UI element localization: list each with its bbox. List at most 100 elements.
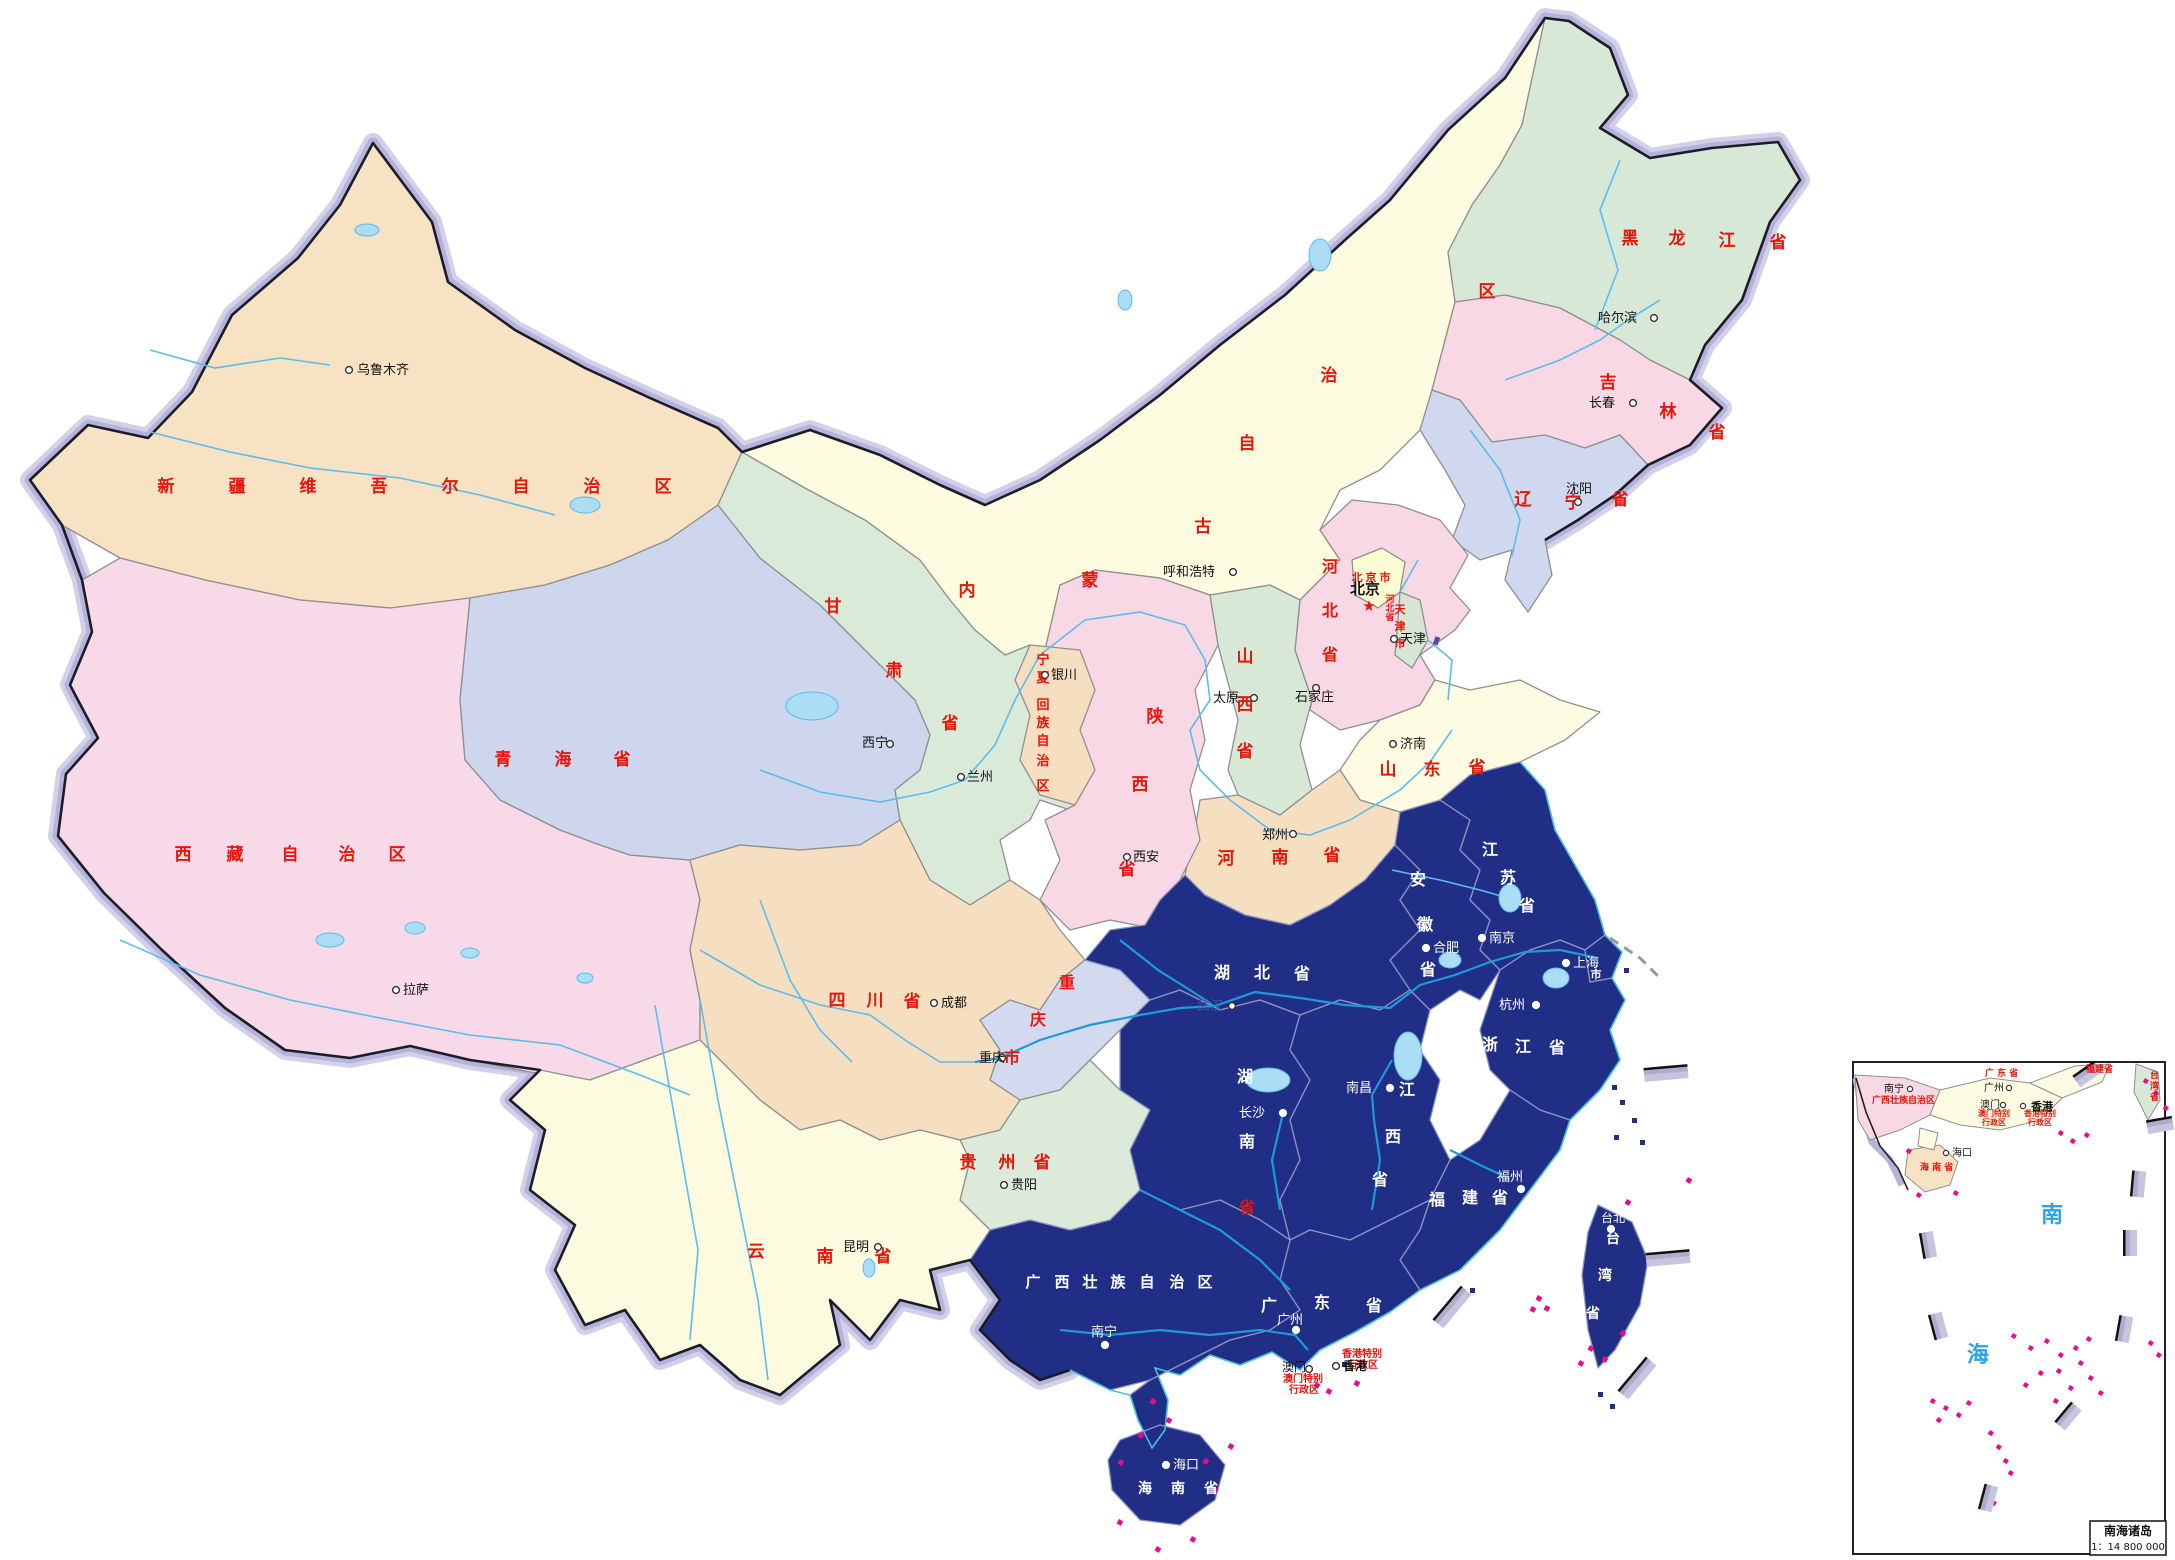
- inset-title: 南海诸岛: [2104, 1523, 2152, 1538]
- city-label-南京[interactable]: 南京: [1489, 930, 1515, 946]
- city-marker: [929, 998, 939, 1008]
- city-label-北京[interactable]: 北京: [1350, 580, 1380, 598]
- province-label-sichuan: 四: [829, 991, 846, 1011]
- city-marker: [1628, 398, 1638, 408]
- city-label-长沙[interactable]: 长沙: [1239, 1106, 1265, 1121]
- inset-city-marker: [1999, 1101, 2007, 1109]
- province-ningxia[interactable]: [1014, 644, 1096, 806]
- city-label-澳门[interactable]: 澳门: [1282, 1359, 1306, 1374]
- province-label-hunan-sheng-red: 省: [1238, 1198, 1255, 1217]
- city-label-杭州[interactable]: 杭州: [1499, 998, 1525, 1013]
- city-label-太原[interactable]: 太原: [1213, 691, 1239, 706]
- inset-island-dot: [2010, 1333, 2017, 1340]
- province-label-shanghai: 市: [1591, 967, 1602, 981]
- river: [1270, 1112, 1285, 1211]
- inset-province-label: 澳门特别: [1978, 1108, 2010, 1118]
- province-label-hainan: 省: [1203, 1480, 1218, 1497]
- city-label-海口[interactable]: 海口: [1173, 1458, 1199, 1473]
- city-label-合肥[interactable]: 合肥: [1433, 941, 1459, 956]
- province-label-hubei: 湖: [1214, 963, 1230, 982]
- city-marker: [1516, 1184, 1526, 1194]
- province-label-ningxia: 族: [1036, 715, 1050, 731]
- city-label-南宁[interactable]: 南宁: [1091, 1324, 1117, 1340]
- inset-province-label: 福建省: [2085, 1063, 2113, 1075]
- city-label-乌鲁木齐[interactable]: 乌鲁木齐: [357, 362, 409, 378]
- city-label-福州[interactable]: 福州: [1497, 1170, 1523, 1185]
- province-label-heilongjiang: 江: [1719, 231, 1736, 251]
- inset-island-dot: [2022, 1382, 2029, 1389]
- city-label-沈阳[interactable]: 沈阳: [1566, 482, 1592, 497]
- city-label-成都[interactable]: 成都: [941, 996, 967, 1011]
- inset-island-dot: [2002, 1458, 2009, 1465]
- inset-island-dot: [2057, 1351, 2064, 1359]
- city-label-石家庄[interactable]: 石家庄: [1295, 689, 1334, 705]
- city-label-贵阳[interactable]: 贵阳: [1011, 1178, 1037, 1193]
- city-label-银川[interactable]: 银川: [1051, 668, 1077, 683]
- province-label-sichuan: 川: [866, 991, 884, 1011]
- inset-land: [1929, 1077, 2063, 1131]
- inset-border-line: [1855, 1077, 1909, 1191]
- city-label-西宁[interactable]: 西宁: [862, 735, 888, 751]
- city-label-南昌[interactable]: 南昌: [1346, 1080, 1372, 1096]
- capital-star-marker: ★: [1362, 597, 1375, 615]
- sea-name-label: 南: [2041, 1203, 2063, 1228]
- province-tianjin[interactable]: [1394, 591, 1429, 669]
- city-label-兰州[interactable]: 兰州: [967, 770, 993, 785]
- province-label-hebei-enclave: 河: [1385, 593, 1394, 605]
- city-label-拉萨[interactable]: 拉萨: [403, 983, 429, 998]
- city-label-香港[interactable]: 香港: [1342, 1358, 1368, 1373]
- island-dot-magenta: [1116, 1519, 1124, 1526]
- dash-line-bar: [1645, 1249, 1691, 1267]
- inset-island-dot: [2097, 1390, 2104, 1397]
- city-marker: [1100, 1340, 1110, 1350]
- islet: [1640, 1140, 1645, 1145]
- inset-island-dot: [1935, 1416, 1942, 1424]
- city-label-上海[interactable]: 上海: [1573, 956, 1599, 971]
- inset-city-label-澳门[interactable]: 澳门: [1980, 1098, 2000, 1111]
- city-label-呼和浩特[interactable]: 呼和浩特: [1163, 565, 1215, 580]
- city-label-郑州[interactable]: 郑州: [1262, 828, 1288, 843]
- city-label-武汉[interactable]: 武汉: [1197, 999, 1223, 1014]
- inset-island-dot: [2087, 1375, 2094, 1382]
- lake: [569, 496, 601, 514]
- city-label-西安[interactable]: 西安: [1133, 850, 1159, 865]
- city-marker: [1311, 683, 1321, 693]
- inset-city-label-香港[interactable]: 香港: [2030, 1099, 2054, 1113]
- islet: [1624, 968, 1629, 973]
- inset-island-dot: [2037, 1370, 2044, 1377]
- city-label-济南[interactable]: 济南: [1400, 736, 1426, 752]
- province-label-beijing: 京: [1366, 570, 1377, 584]
- lake: [1498, 883, 1522, 913]
- province-label-guangxi: 族: [1110, 1273, 1126, 1291]
- islet: [1620, 1100, 1625, 1105]
- city-marker: [1649, 313, 1659, 323]
- city-marker: [1122, 852, 1132, 862]
- city-marker: [999, 1180, 1009, 1190]
- inset-island-dot: [1987, 1430, 1994, 1437]
- city-label-广州[interactable]: 广州: [1277, 1313, 1303, 1328]
- river: [1594, 159, 1621, 331]
- river: [974, 948, 1599, 1064]
- province-hainan[interactable]: [1107, 1424, 1226, 1526]
- city-label-台北[interactable]: 台北: [1601, 1210, 1625, 1225]
- provinces-layer: [29, 17, 1801, 1526]
- province-label-gansu: 省: [941, 713, 959, 734]
- inset-city-label-海口[interactable]: 海口: [1952, 1146, 1972, 1159]
- province-label-qinghai: 省: [613, 749, 631, 770]
- city-marker: [1477, 933, 1487, 943]
- inset-scale: 1：14 800 000: [2091, 1542, 2165, 1553]
- city-label-天津[interactable]: 天津: [1400, 632, 1426, 647]
- city-label-长春[interactable]: 长春: [1589, 396, 1615, 411]
- city-label-哈尔滨[interactable]: 哈尔滨: [1598, 310, 1637, 326]
- inset-island-dot: [1965, 1400, 1972, 1407]
- city-marker: [1227, 1001, 1237, 1011]
- inset-city-label-广州[interactable]: 广州: [1984, 1082, 2004, 1094]
- island-dot-magenta: [1313, 1382, 1321, 1389]
- city-label-昆明[interactable]: 昆明: [843, 1240, 869, 1255]
- province-label-shandong: 山: [1380, 760, 1397, 780]
- province-liaoning[interactable]: [1419, 389, 1649, 613]
- city-label-重庆[interactable]: 重庆: [979, 1050, 1005, 1066]
- inset-city-label-南宁[interactable]: 南宁: [1884, 1082, 1904, 1095]
- province-label-neimenggu: 区: [1479, 282, 1496, 302]
- lake: [315, 932, 345, 948]
